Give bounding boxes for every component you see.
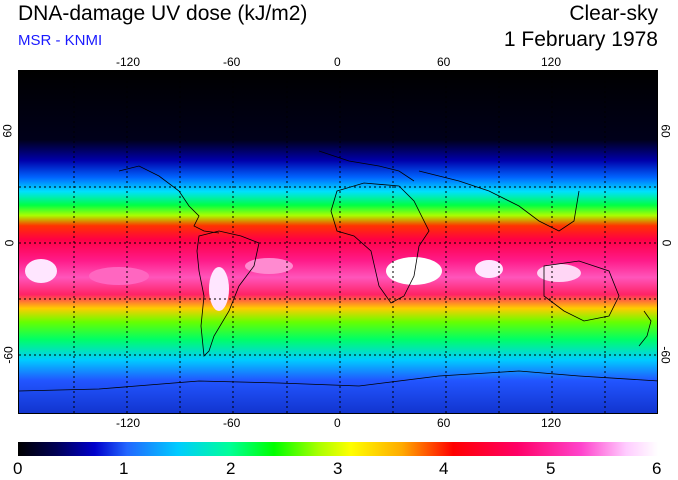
lat-tick-left: -60 — [1, 346, 16, 364]
hotspot-region — [386, 257, 442, 285]
colorbar — [18, 442, 658, 456]
europe-coast — [318, 150, 415, 182]
lat-tick-right: 60 — [658, 124, 673, 138]
colorbar-label: 1 — [119, 459, 129, 478]
hotspot-region — [475, 260, 503, 278]
lon-tick-bottom: -60 — [223, 416, 241, 430]
hotspot-region — [245, 258, 293, 274]
africa-coast — [330, 182, 430, 304]
hotspot-region — [209, 267, 229, 311]
hotspot-region — [537, 264, 581, 282]
graticule — [19, 71, 657, 413]
new-zealand-coast — [638, 310, 652, 347]
colorbar-label: 0 — [13, 459, 23, 478]
uv-dose-map — [18, 70, 658, 414]
lat-tick-right: -60 — [658, 346, 673, 364]
colorbar-label: 2 — [226, 459, 236, 478]
map-date: 1 February 1978 — [503, 28, 658, 51]
lon-tick-top: 120 — [541, 55, 562, 69]
map-subtitle: MSR - KNMI — [18, 32, 103, 49]
lat-tick-left: 0 — [2, 239, 17, 247]
coastlines — [19, 150, 657, 392]
lon-tick-top: 60 — [437, 55, 451, 69]
colorbar-label: 3 — [333, 459, 343, 478]
sky-condition: Clear-sky — [569, 2, 658, 25]
colorbar-label: 6 — [652, 459, 662, 478]
lat-tick-right: 0 — [659, 239, 674, 247]
australia-coast — [543, 260, 620, 322]
lon-tick-bottom: 120 — [541, 416, 562, 430]
south-america-coast — [196, 230, 260, 357]
lon-tick-top: 0 — [334, 55, 341, 69]
hotspot-region — [25, 259, 57, 283]
lon-tick-top: -120 — [116, 55, 141, 69]
colorbar-label: 5 — [546, 459, 556, 478]
colorbar-label: 4 — [439, 459, 449, 478]
lat-tick-left: 60 — [0, 124, 15, 138]
north-america-coast — [118, 165, 220, 234]
lon-tick-bottom: 0 — [334, 416, 341, 430]
hotspot-region — [89, 267, 149, 285]
antarctica-coast — [19, 370, 657, 392]
lon-tick-top: -60 — [223, 55, 241, 69]
map-title: DNA-damage UV dose (kJ/m2) — [18, 2, 308, 25]
asia-coast — [418, 170, 580, 232]
lon-tick-bottom: -120 — [116, 416, 141, 430]
lon-tick-bottom: 60 — [437, 416, 451, 430]
